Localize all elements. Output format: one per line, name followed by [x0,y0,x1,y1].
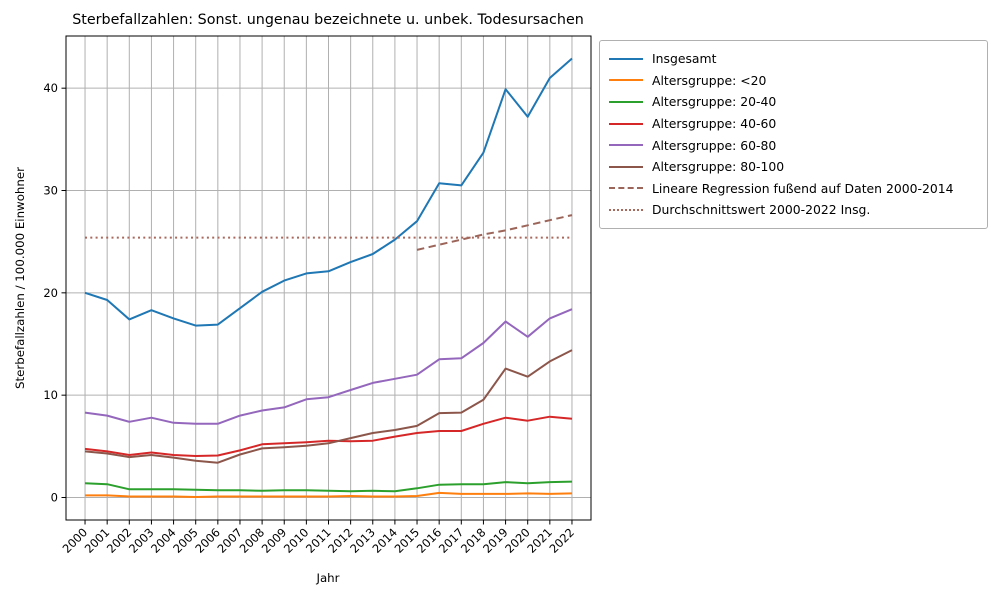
x-tick-label: 2019 [480,525,511,556]
y-tick-label: 20 [43,286,58,300]
x-tick-label: 2010 [281,525,312,556]
legend-line-sample [609,79,643,82]
legend-label: Altersgruppe: 20-40 [652,94,777,110]
legend-item-2: Altersgruppe: 20-40 [609,91,978,113]
x-tick-label: 2015 [392,525,423,556]
x-tick-label: 2009 [259,525,290,556]
x-tick-label: 2000 [60,525,91,556]
legend-label: Durchschnittswert 2000-2022 Insg. [652,202,871,218]
x-tick-label: 2001 [82,525,113,556]
series-line-1 [85,491,573,498]
grid-lines [66,36,591,520]
x-tick-label: 2018 [458,525,489,556]
x-tick-label: 2020 [502,525,533,556]
axis-ticks: 0102030402000200120022003200420052006200… [43,81,577,556]
x-tick-label: 2005 [170,525,201,556]
x-tick-label: 2007 [214,525,245,556]
x-tick-label: 2012 [325,525,356,556]
series-line-4 [84,308,573,425]
x-tick-label: 2013 [347,525,378,556]
series-line-3 [84,415,573,457]
x-tick-label: 2003 [126,525,157,556]
legend-label: Lineare Regression fußend auf Daten 2000… [652,180,954,196]
x-tick-label: 2014 [369,525,400,556]
x-tick-label: 2021 [524,525,555,556]
legend-label: Insgesamt [652,51,717,67]
y-tick-label: 40 [43,81,58,95]
legend-item-4: Altersgruppe: 60-80 [609,134,978,156]
legend-label: Altersgruppe: <20 [652,72,767,88]
legend-item-7: Durchschnittswert 2000-2022 Insg. [609,199,978,221]
legend-line-sample [609,187,643,190]
x-tick-label: 2002 [104,525,135,556]
y-tick-label: 10 [43,388,58,402]
legend-item-0: Insgesamt [609,48,978,70]
legend: Insgesamt Altersgruppe: <20 Altersgruppe: … [599,40,988,229]
legend-line-sample [609,165,643,168]
series-line-0 [84,57,573,327]
x-tick-label: 2017 [436,525,467,556]
legend-line-sample [609,144,643,147]
y-axis-label: Sterbefallzahlen / 100.000 Einwohner [13,167,27,389]
x-tick-label: 2006 [192,525,223,556]
series-line-6 [416,214,573,251]
legend-line-sample [609,100,643,103]
x-tick-label: 2022 [546,525,577,556]
legend-item-1: Altersgruppe: <20 [609,70,978,92]
data-series [84,57,573,498]
x-axis-label: Jahr [315,571,339,585]
legend-label: Altersgruppe: 80-100 [652,159,785,175]
legend-item-5: Altersgruppe: 80-100 [609,156,978,178]
legend-line-sample [609,208,643,211]
x-tick-label: 2008 [237,525,268,556]
legend-label: Altersgruppe: 40-60 [652,116,777,132]
legend-label: Altersgruppe: 60-80 [652,137,777,153]
y-tick-label: 30 [43,184,58,198]
legend-line-sample [609,57,643,60]
legend-item-6: Lineare Regression fußend auf Daten 2000… [609,178,978,200]
y-tick-label: 0 [51,490,58,504]
x-tick-label: 2004 [148,525,179,556]
legend-line-sample [609,122,643,125]
series-line-5 [84,349,573,464]
legend-item-3: Altersgruppe: 40-60 [609,113,978,135]
series-line-2 [84,480,573,493]
x-tick-label: 2011 [303,525,334,556]
chart-title: Sterbefallzahlen: Sonst. ungenau bezeich… [72,12,584,28]
x-tick-label: 2016 [414,525,445,556]
